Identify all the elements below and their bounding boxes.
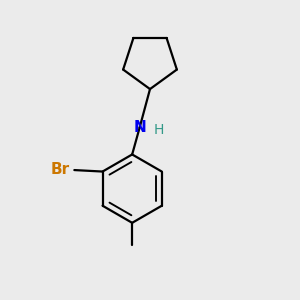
Text: H: H [153,123,164,137]
Text: N: N [133,120,146,135]
Text: Br: Br [51,162,70,177]
